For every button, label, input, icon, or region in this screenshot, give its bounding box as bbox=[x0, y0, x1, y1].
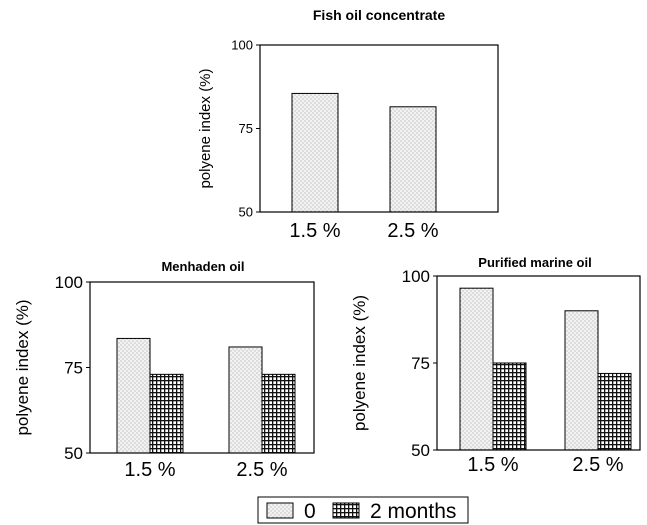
y-axis-label: polyene index (%) bbox=[197, 68, 214, 188]
x-tick-label: 1.5 % bbox=[467, 454, 518, 476]
chart-title: Purified marine oil bbox=[478, 255, 591, 270]
bar-0-1-5 bbox=[116, 337, 151, 454]
y-tick-label: 100 bbox=[402, 267, 430, 286]
bar-0-2-5 bbox=[228, 346, 263, 454]
y-tick-label: 50 bbox=[64, 444, 83, 463]
y-axis-label: polyene index (%) bbox=[350, 295, 369, 431]
y-tick-label: 75 bbox=[64, 358, 83, 377]
chart-title: Fish oil concentrate bbox=[313, 7, 445, 23]
y-axis-label: polyene index (%) bbox=[13, 299, 32, 435]
y-tick-label: 50 bbox=[239, 205, 253, 220]
x-tick-label: 2.5 % bbox=[236, 459, 287, 481]
y-tick-label: 75 bbox=[239, 121, 253, 136]
plot-frame bbox=[89, 281, 315, 454]
y-tick-label: 100 bbox=[231, 38, 253, 53]
y-tick-label: 50 bbox=[411, 441, 430, 460]
bar-0-1-5 bbox=[291, 92, 339, 213]
plot-frame bbox=[436, 275, 641, 451]
chart-panel-menhaden-oil: Menhaden oil polyene index (%) 50 75 100 1.5 … bbox=[13, 259, 315, 481]
x-tick-label: 1.5 % bbox=[289, 220, 340, 242]
chart-panel-purified-marine-oil: Purified marine oil polyene index (%) 50 75… bbox=[350, 255, 641, 476]
chart-title: Menhaden oil bbox=[161, 259, 244, 274]
bar-0-1-5 bbox=[459, 287, 494, 451]
legend-swatch-0 bbox=[266, 502, 294, 519]
bar-0-2-5 bbox=[564, 310, 599, 451]
plot-frame bbox=[259, 44, 499, 213]
legend-label-0: 0 bbox=[304, 500, 316, 523]
y-tick-label: 75 bbox=[411, 354, 430, 373]
x-tick-label: 2.5 % bbox=[387, 220, 438, 242]
legend: 0 2 months bbox=[257, 496, 469, 524]
chart-panel-fish-oil-concentrate: Fish oil concentrate polyene index (%) 50 7… bbox=[197, 7, 499, 242]
x-tick-label: 1.5 % bbox=[124, 459, 175, 481]
bar-2-months-1-5 bbox=[492, 362, 527, 451]
x-tick-label: 2.5 % bbox=[572, 454, 623, 476]
bar-2-months-1-5 bbox=[149, 373, 184, 454]
y-tick-label: 100 bbox=[55, 273, 83, 292]
bar-2-months-2-5 bbox=[597, 372, 632, 451]
legend-label-2-months: 2 months bbox=[370, 500, 456, 523]
legend-swatch-2-months bbox=[332, 502, 360, 519]
bar-0-2-5 bbox=[389, 106, 437, 213]
bar-2-months-2-5 bbox=[261, 373, 296, 454]
